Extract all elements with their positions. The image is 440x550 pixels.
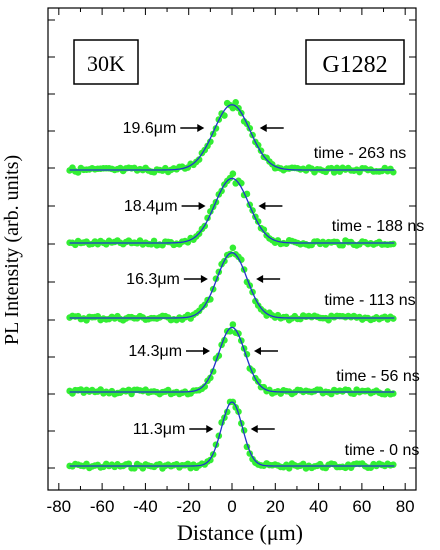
y-axis-label: PL Intensity (arb. units) (1, 155, 23, 345)
right-arrow-head (258, 202, 266, 210)
series-time-label: time - 113 ns (324, 292, 415, 309)
data-point (229, 170, 237, 178)
fit-curve (69, 326, 395, 393)
data-point (201, 383, 209, 390)
x-tick-label: 60 (352, 497, 371, 516)
series-group: 19.6μm time - 263 ns (66, 99, 406, 176)
x-tick-label: -80 (47, 497, 72, 516)
x-tick-label: -60 (90, 497, 115, 516)
series-time-label: time - 56 ns (336, 368, 420, 385)
right-arrow-head (259, 124, 267, 132)
temperature-label: 30K (87, 51, 125, 76)
right-arrow-head (250, 425, 258, 433)
x-tick-label: -40 (133, 497, 158, 516)
width-label: 19.6μm (123, 120, 177, 137)
width-label: 11.3μm (133, 421, 186, 438)
series-group: 16.3μm time - 113 ns (66, 244, 416, 324)
x-tick-label: 80 (396, 497, 415, 516)
data-point (229, 104, 237, 112)
series-time-label: time - 0 ns (345, 442, 420, 459)
data-point (389, 240, 397, 248)
data-point (389, 461, 397, 468)
x-tick-label: 40 (309, 497, 328, 516)
series-group: 14.3μm time - 56 ns (66, 321, 420, 398)
sample-box (305, 39, 405, 85)
series-time-label: time - 188 ns (332, 218, 424, 235)
data-point (229, 321, 237, 328)
right-arrow-head (256, 275, 264, 283)
fit-curve (69, 177, 395, 244)
fit-curve (69, 104, 395, 171)
left-arrow-head (206, 425, 214, 433)
left-arrow-head (198, 202, 206, 210)
sample-label: G1282 (322, 52, 387, 78)
data-point (195, 156, 203, 163)
data-point (207, 138, 214, 145)
x-tick-label: 20 (266, 497, 285, 516)
data-point (260, 226, 268, 233)
x-axis-label: Distance (μm) (177, 520, 303, 545)
fit-curve (69, 252, 395, 319)
x-tick-label: 0 (227, 497, 236, 516)
series-group: 18.4μm time - 188 ns (66, 170, 424, 249)
right-arrow-head (253, 347, 261, 355)
width-label: 16.3μm (126, 271, 180, 288)
left-arrow-head (200, 275, 208, 283)
left-arrow-head (203, 347, 211, 355)
fit-curve (69, 401, 395, 467)
data-point (389, 390, 397, 397)
temperature-box (73, 39, 139, 85)
data-point (229, 244, 237, 252)
data-point (232, 99, 239, 106)
left-arrow-head (197, 124, 205, 132)
width-label: 18.4μm (124, 198, 178, 215)
x-tick-label: -20 (176, 497, 201, 516)
width-label: 14.3μm (128, 343, 182, 360)
series-time-label: time - 263 ns (314, 145, 406, 162)
series-group: 11.3μm time - 0 ns (66, 398, 420, 472)
